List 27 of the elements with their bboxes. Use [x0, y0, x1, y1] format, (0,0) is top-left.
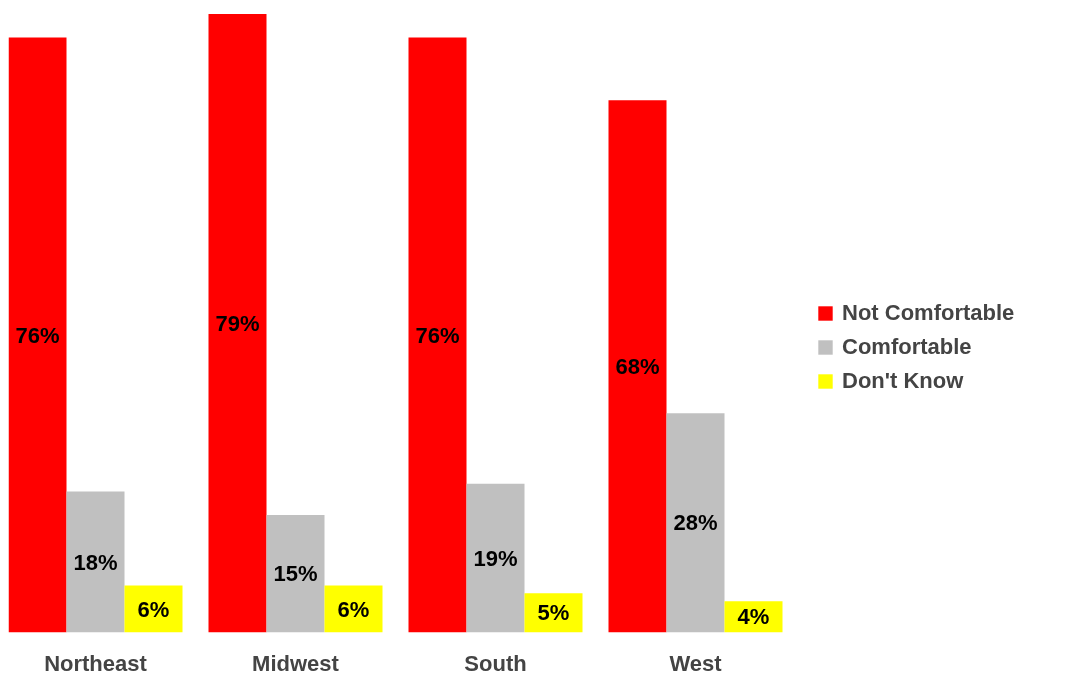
bar [666, 413, 725, 633]
data-label: 68% [615, 353, 660, 379]
data-label: 15% [273, 561, 318, 587]
x-tick-label: Midwest [252, 650, 340, 676]
x-tick-label: Northeast [44, 650, 148, 676]
bar [66, 491, 125, 633]
data-label: 76% [15, 322, 60, 348]
data-label: 76% [415, 322, 460, 348]
data-label: 6% [337, 596, 370, 622]
bar [266, 515, 325, 633]
x-tick-label: West [669, 650, 723, 676]
data-label: 5% [537, 600, 570, 626]
bar [8, 37, 67, 633]
bar [208, 14, 267, 633]
data-label: 4% [737, 604, 770, 630]
bar [408, 37, 467, 633]
bar [608, 100, 667, 633]
data-label: 6% [137, 596, 170, 622]
bar [466, 483, 525, 633]
data-label: 28% [673, 510, 718, 536]
x-tick-label: South [464, 650, 527, 676]
legend-label: Don't Know [842, 368, 964, 394]
legend-label: Comfortable [842, 334, 972, 360]
data-label: 19% [473, 545, 518, 571]
data-label: 18% [73, 549, 118, 575]
data-label: 79% [215, 310, 260, 336]
legend-label: Not Comfortable [842, 300, 1015, 326]
